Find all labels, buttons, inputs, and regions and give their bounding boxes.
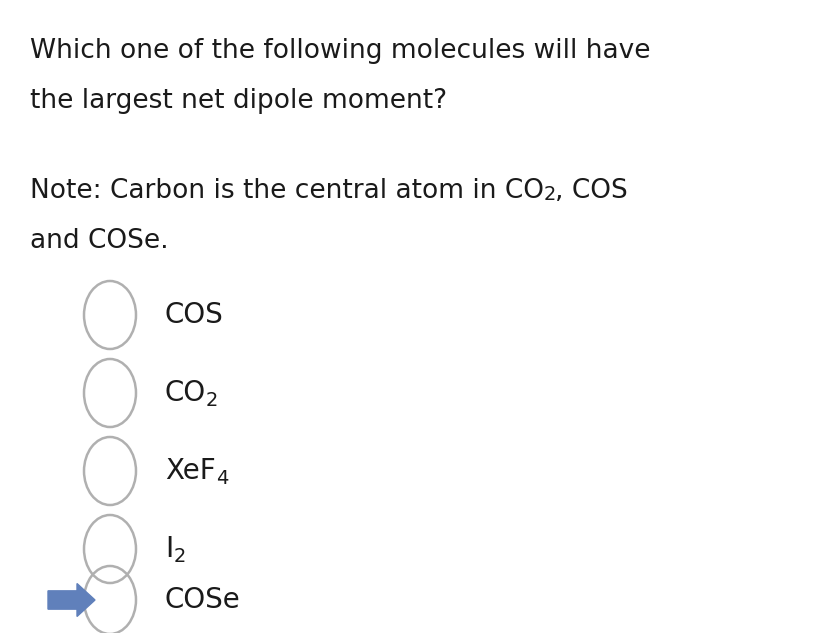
Text: 4: 4 — [216, 468, 228, 487]
Text: 2: 2 — [543, 185, 556, 204]
Text: 2: 2 — [206, 391, 218, 410]
Text: 2: 2 — [173, 546, 185, 565]
FancyArrow shape — [48, 584, 95, 617]
Text: , COS: , COS — [554, 178, 627, 204]
Text: Which one of the following molecules will have: Which one of the following molecules wil… — [30, 38, 650, 64]
Text: XeF: XeF — [165, 457, 216, 485]
Text: the largest net dipole moment?: the largest net dipole moment? — [30, 88, 447, 114]
Text: COSe: COSe — [165, 586, 241, 614]
Text: CO: CO — [165, 379, 206, 407]
Text: COS: COS — [165, 301, 223, 329]
Text: Note: Carbon is the central atom in CO: Note: Carbon is the central atom in CO — [30, 178, 543, 204]
Text: and COSe.: and COSe. — [30, 228, 169, 254]
Text: I: I — [165, 535, 173, 563]
